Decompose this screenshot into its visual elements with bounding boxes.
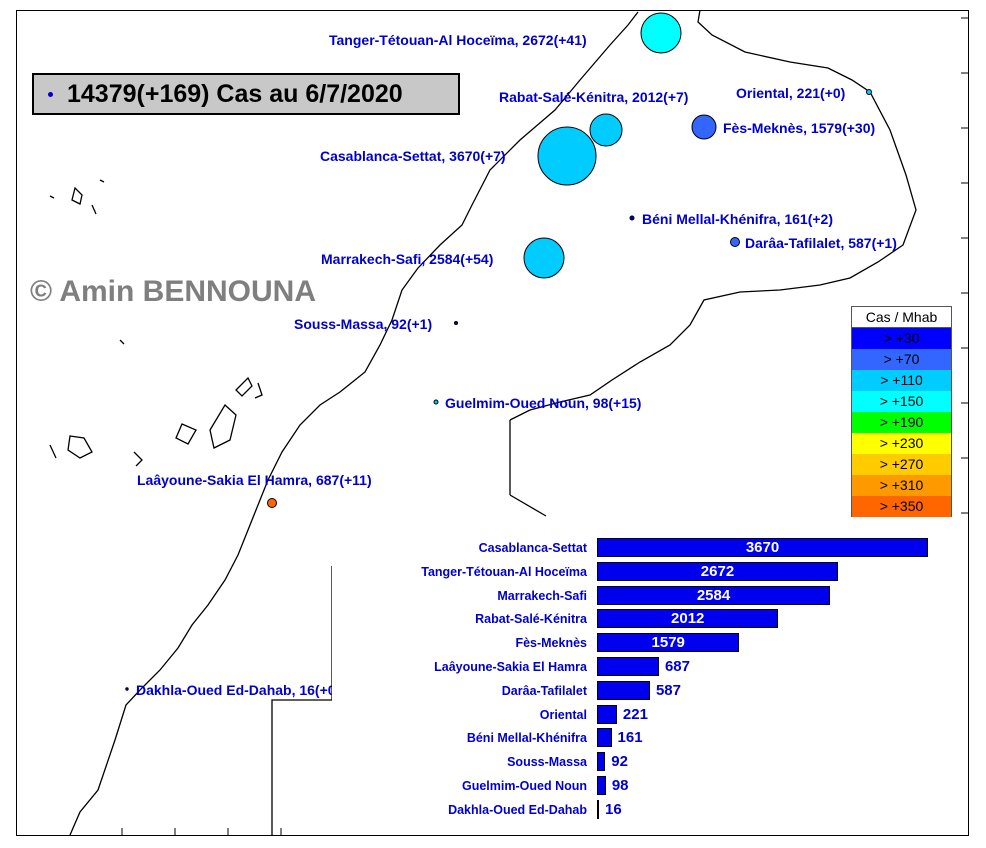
- region-label-rabat: Rabat-Salé-Kénitra, 2012(+7): [499, 89, 689, 105]
- region-label-laayoune: Laâyoune-Sakia El Hamra, 687(+11): [137, 472, 372, 488]
- bar-category-label: Fès-Meknès: [515, 636, 587, 651]
- bar-value-label: 587: [655, 681, 681, 699]
- legend-item: > +310: [852, 475, 951, 496]
- bubble-rabat[interactable]: [589, 113, 623, 147]
- bubble-casa[interactable]: [537, 126, 597, 186]
- region-label-marrakech: Marrakech-Safi, 2584(+54): [321, 251, 494, 267]
- bar-value-label: 98: [611, 777, 629, 794]
- region-bubbles: [125, 12, 872, 691]
- bubble-souss[interactable]: [454, 321, 458, 325]
- bar: [597, 561, 838, 581]
- region-label-fes: Fès-Meknès, 1579(+30): [723, 120, 876, 136]
- bar: [597, 609, 779, 629]
- region-label-tanger: Tanger-Tétouan-Al Hoceïma, 2672(+41): [329, 32, 587, 48]
- bar: [597, 633, 740, 653]
- region-label-beni: Béni Mellal-Khénifra, 161(+2): [642, 211, 834, 227]
- region-label-draa: Darâa-Tafilalet, 587(+1): [745, 235, 897, 251]
- bubble-marrakech[interactable]: [523, 237, 565, 279]
- bubble-draa[interactable]: [730, 237, 740, 247]
- bar-category-label: Laâyoune-Sakia El Hamra: [434, 660, 587, 674]
- summary-box: 14379(+169) Cas au 6/7/2020: [32, 73, 460, 115]
- bar-category-label: Béni Mellal-Khénifra: [466, 731, 587, 746]
- bar: [597, 776, 606, 795]
- bar-category-label: Darâa-Tafilalet: [501, 683, 587, 698]
- bubble-tanger[interactable]: [640, 12, 682, 54]
- summary-text: 14379(+169) Cas au 6/7/2020: [67, 79, 403, 108]
- bar: [597, 704, 617, 724]
- legend-item: > +230: [852, 433, 951, 454]
- watermark: © Amin BENNOUNA: [30, 275, 316, 308]
- legend-item: > +150: [852, 391, 951, 412]
- legend-item: > +270: [852, 454, 951, 475]
- bar-value-label: 687: [664, 658, 690, 675]
- legend-title: Cas / Mhab: [852, 307, 951, 328]
- bar: [597, 657, 659, 676]
- legend: Cas / Mhab > +30 > +70 > +110 > +150 > +190 >…: [851, 306, 952, 518]
- bar-category-label: Tanger-Tétouan-Al Hoceïma: [421, 564, 587, 579]
- region-label-souss: Souss-Massa, 92(+1): [294, 316, 433, 332]
- bubble-beni[interactable]: [629, 215, 635, 221]
- bubble-oriental[interactable]: [866, 89, 872, 95]
- bar: [597, 752, 606, 772]
- bar-value-label: 161: [617, 729, 643, 747]
- bullet-icon: [48, 91, 53, 97]
- bar-category-label: Marrakech-Safi: [497, 588, 587, 603]
- bubble-laayoune[interactable]: [267, 498, 277, 508]
- legend-item: > +30: [852, 328, 951, 349]
- bar: [597, 680, 650, 700]
- bar: [597, 728, 612, 748]
- legend-rows: > +30 > +70 > +110 > +150 > +190 > +230 > +270…: [852, 328, 951, 517]
- map-frame: [16, 10, 969, 836]
- bubble-guelmim[interactable]: [433, 399, 439, 405]
- bar-category-label: Dakhla-Oued Ed-Dahab: [448, 802, 587, 817]
- bar-category-label: Casablanca-Settat: [478, 541, 587, 555]
- bar: [597, 585, 831, 605]
- bubble-dakhla[interactable]: [125, 687, 129, 691]
- region-label-guelmim: Guelmim-Oued Noun, 98(+15): [445, 395, 642, 411]
- legend-item: > +70: [852, 349, 951, 370]
- bar-category-label: Guelmim-Oued Noun: [462, 779, 587, 793]
- bar-category-label: Souss-Massa: [507, 755, 587, 770]
- bar-value-label: 221: [622, 705, 648, 723]
- bar-value-label: 2584: [696, 586, 731, 604]
- legend-item: > +190: [852, 412, 951, 433]
- bar-value-label: 2672: [700, 562, 735, 580]
- legend-item: > +110: [852, 370, 951, 391]
- legend-item: > +350: [852, 496, 951, 517]
- bar: [597, 538, 928, 557]
- bar-value-label: 2012: [671, 610, 705, 628]
- islands: [49, 179, 591, 601]
- bar-value-label: 92: [611, 753, 628, 771]
- bubble-fes[interactable]: [691, 114, 717, 140]
- region-label-oriental: Oriental, 221(+0): [736, 85, 846, 101]
- bar-category-label: Oriental: [539, 707, 587, 722]
- bar-value-label: 1579: [651, 634, 685, 652]
- region-label-dakhla: Dakhla-Oued Ed-Dahab, 16(+0): [136, 682, 341, 698]
- bar: [597, 799, 599, 819]
- bar-category-label: Rabat-Salé-Kénitra: [475, 612, 587, 627]
- bar-value-label: 3670: [745, 539, 780, 556]
- region-label-casa: Casablanca-Settat, 3670(+7): [320, 148, 506, 164]
- bar-value-label: 16: [605, 800, 622, 818]
